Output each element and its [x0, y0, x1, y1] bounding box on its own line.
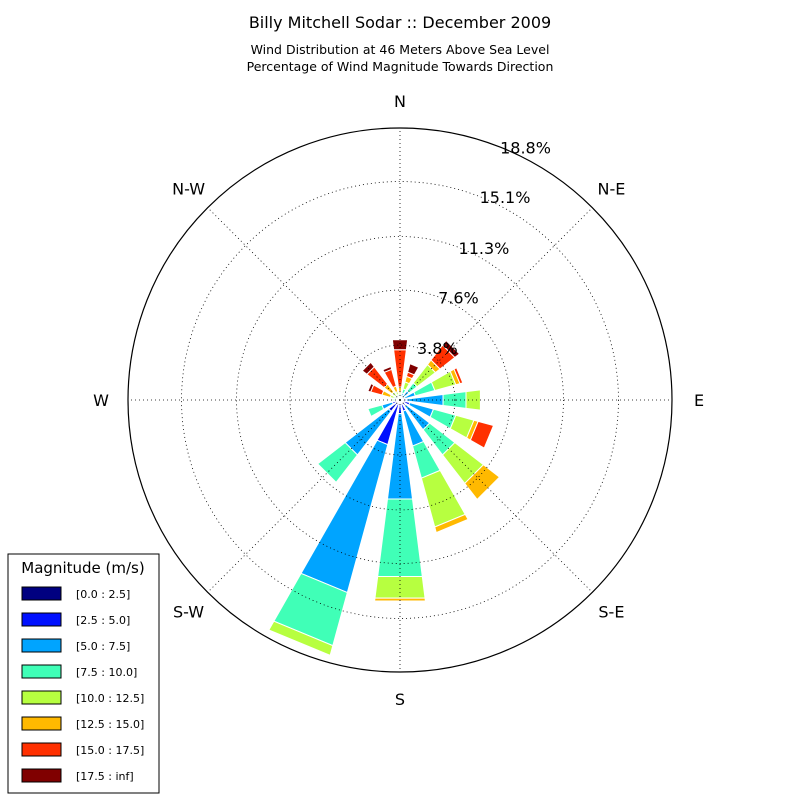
legend-swatch-4: [21, 690, 62, 705]
wind-bar-sector-8-bin-4: [374, 576, 426, 599]
grid-ring-1: [289, 289, 511, 511]
legend-swatch-1: [21, 612, 62, 627]
wind-bar-sector-4-bin-4: [465, 389, 481, 411]
legend-swatch-6: [21, 742, 62, 757]
legend-items: [0.0 : 2.5] [2.5 : 5.0] [5.0 : 7.5] [7.5 : …: [21, 586, 144, 783]
grid-spoke-1: [399, 207, 593, 401]
legend-swatch-2: [21, 638, 62, 653]
legend-swatch-5: [21, 716, 62, 731]
chart-title: Billy Mitchell Sodar :: December 2009: [249, 13, 551, 32]
legend: Magnitude (m/s) [0.0 : 2.5] [2.5 : 5.0] [5…: [7, 553, 160, 794]
grid-ring-0: [344, 344, 456, 456]
wind-bar-sector-12-bin-4: [390, 398, 394, 402]
grid-ring-3: [181, 181, 619, 619]
direction-label-e: E: [694, 391, 704, 410]
legend-label-7: [17.5 : inf]: [76, 770, 134, 783]
polar-grid: [127, 127, 673, 673]
direction-label-w: W: [93, 391, 109, 410]
wind-bar-sector-11-bin-3: [367, 404, 385, 418]
legend-title: Magnitude (m/s): [21, 559, 144, 577]
direction-label-n: N: [394, 92, 406, 111]
ring-label-1: 7.6%: [438, 288, 479, 307]
wind-bar-sector-0-bin-7: [391, 339, 409, 351]
direction-label-s-w: S-W: [173, 602, 204, 621]
direction-label-s: S: [395, 690, 405, 709]
grid-spoke-7: [207, 207, 401, 401]
chart-subtitle-line-2: Percentage of Wind Magnitude Towards Dir…: [247, 59, 554, 74]
wind-bar-sector-15-bin-7: [382, 365, 393, 373]
wind-bar-sector-13-bin-7: [367, 382, 375, 393]
direction-label-n-e: N-E: [597, 180, 625, 199]
legend-swatch-0: [21, 586, 62, 601]
legend-swatch-7: [21, 768, 62, 783]
wind-rose-bars: [268, 339, 501, 657]
wind-bar-sector-5-bin-6: [469, 420, 495, 449]
legend-swatch-3: [21, 664, 62, 679]
ring-labels: 3.8% 7.6% 11.3% 15.1% 18.8%: [417, 139, 551, 359]
wind-bar-sector-4-bin-3: [442, 391, 467, 409]
legend-label-5: [12.5 : 15.0]: [76, 718, 144, 731]
ring-label-3: 15.1%: [480, 188, 531, 207]
ring-label-0: 3.8%: [417, 339, 458, 358]
wind-bar-sector-8-bin-5: [374, 597, 426, 602]
direction-labels: N N-E E S-E S S-W W N-W: [93, 92, 704, 709]
legend-label-6: [15.0 : 17.5]: [76, 744, 144, 757]
grid-ring-2: [236, 236, 564, 564]
wind-bar-sector-1-bin-7: [407, 363, 420, 376]
wind-bar-sector-3-bin-6: [453, 367, 464, 385]
legend-label-0: [0.0 : 2.5]: [76, 588, 130, 601]
wind-bar-sector-9-bin-4: [268, 620, 334, 657]
chart-subtitle-line-1: Wind Distribution at 46 Meters Above Sea…: [251, 42, 550, 57]
ring-label-4: 18.8%: [500, 139, 551, 158]
direction-label-n-w: N-W: [172, 180, 205, 199]
wind-bar-sector-7-bin-5: [434, 513, 469, 534]
legend-label-2: [5.0 : 7.5]: [76, 640, 130, 653]
legend-label-1: [2.5 : 5.0]: [76, 614, 130, 627]
legend-label-3: [7.5 : 10.0]: [76, 666, 137, 679]
direction-label-s-e: S-E: [598, 602, 624, 621]
legend-label-4: [10.0 : 12.5]: [76, 692, 144, 705]
ring-label-2: 11.3%: [459, 239, 510, 258]
outer-ring: [127, 127, 673, 673]
